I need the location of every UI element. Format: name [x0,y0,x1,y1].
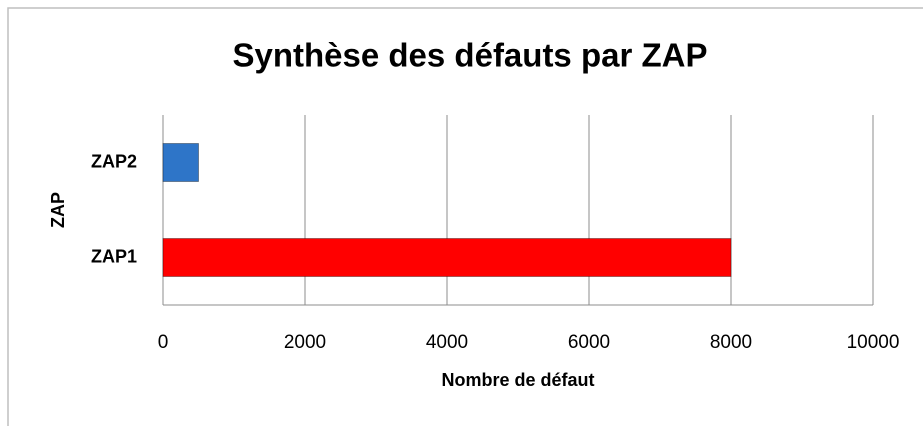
x-tick-label: 6000 [568,332,610,353]
x-tick-label: 0 [158,332,169,353]
y-tick-label: ZAP1 [91,246,137,266]
x-tick-label: 2000 [284,332,326,353]
x-tick-label: 4000 [426,332,468,353]
bar [162,238,732,277]
chart-frame [7,7,923,426]
y-axis-title: ZAP [48,192,68,228]
x-tick-label: 10000 [847,332,900,353]
chart-title: Synthèse des défauts par ZAP [233,37,708,74]
x-axis-title: Nombre de défaut [441,370,594,390]
bar [162,143,199,182]
y-tick-label: ZAP2 [91,151,137,171]
x-tick-label: 8000 [710,332,752,353]
